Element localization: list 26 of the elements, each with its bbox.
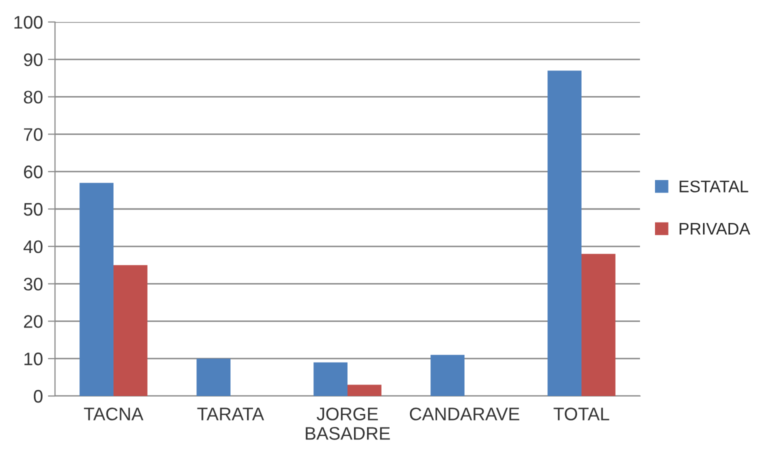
y-tick-label: 20 <box>24 315 42 328</box>
bar <box>114 265 148 396</box>
y-tick-label: 40 <box>24 240 42 254</box>
y-tick-label: 10 <box>24 352 42 366</box>
x-tick-label: TACNA <box>84 408 144 420</box>
y-tick-label: 30 <box>24 278 42 291</box>
x-tick-label: JORGE BASADRE <box>306 408 390 440</box>
bar <box>314 362 348 396</box>
legend-label: ESTATAL <box>680 180 748 192</box>
bar <box>548 70 582 396</box>
y-tick-label: 50 <box>24 202 42 216</box>
x-tick-label: TARATA <box>197 408 264 420</box>
x-tick-label: CANDARAVE <box>410 408 520 420</box>
y-tick-label: 80 <box>24 90 42 104</box>
bar <box>582 254 616 396</box>
bar <box>430 354 464 396</box>
y-tick-label: 60 <box>24 166 42 178</box>
bar <box>80 182 114 396</box>
y-tick-label: 0 <box>34 390 42 403</box>
legend-label: PRIVADA <box>680 223 750 234</box>
bar <box>348 384 382 396</box>
y-tick-label: 70 <box>24 128 42 141</box>
y-tick-label: 100 <box>14 16 42 29</box>
bar <box>196 358 230 396</box>
x-tick-label: TOTAL <box>554 408 610 420</box>
y-tick-label: 90 <box>24 53 42 66</box>
